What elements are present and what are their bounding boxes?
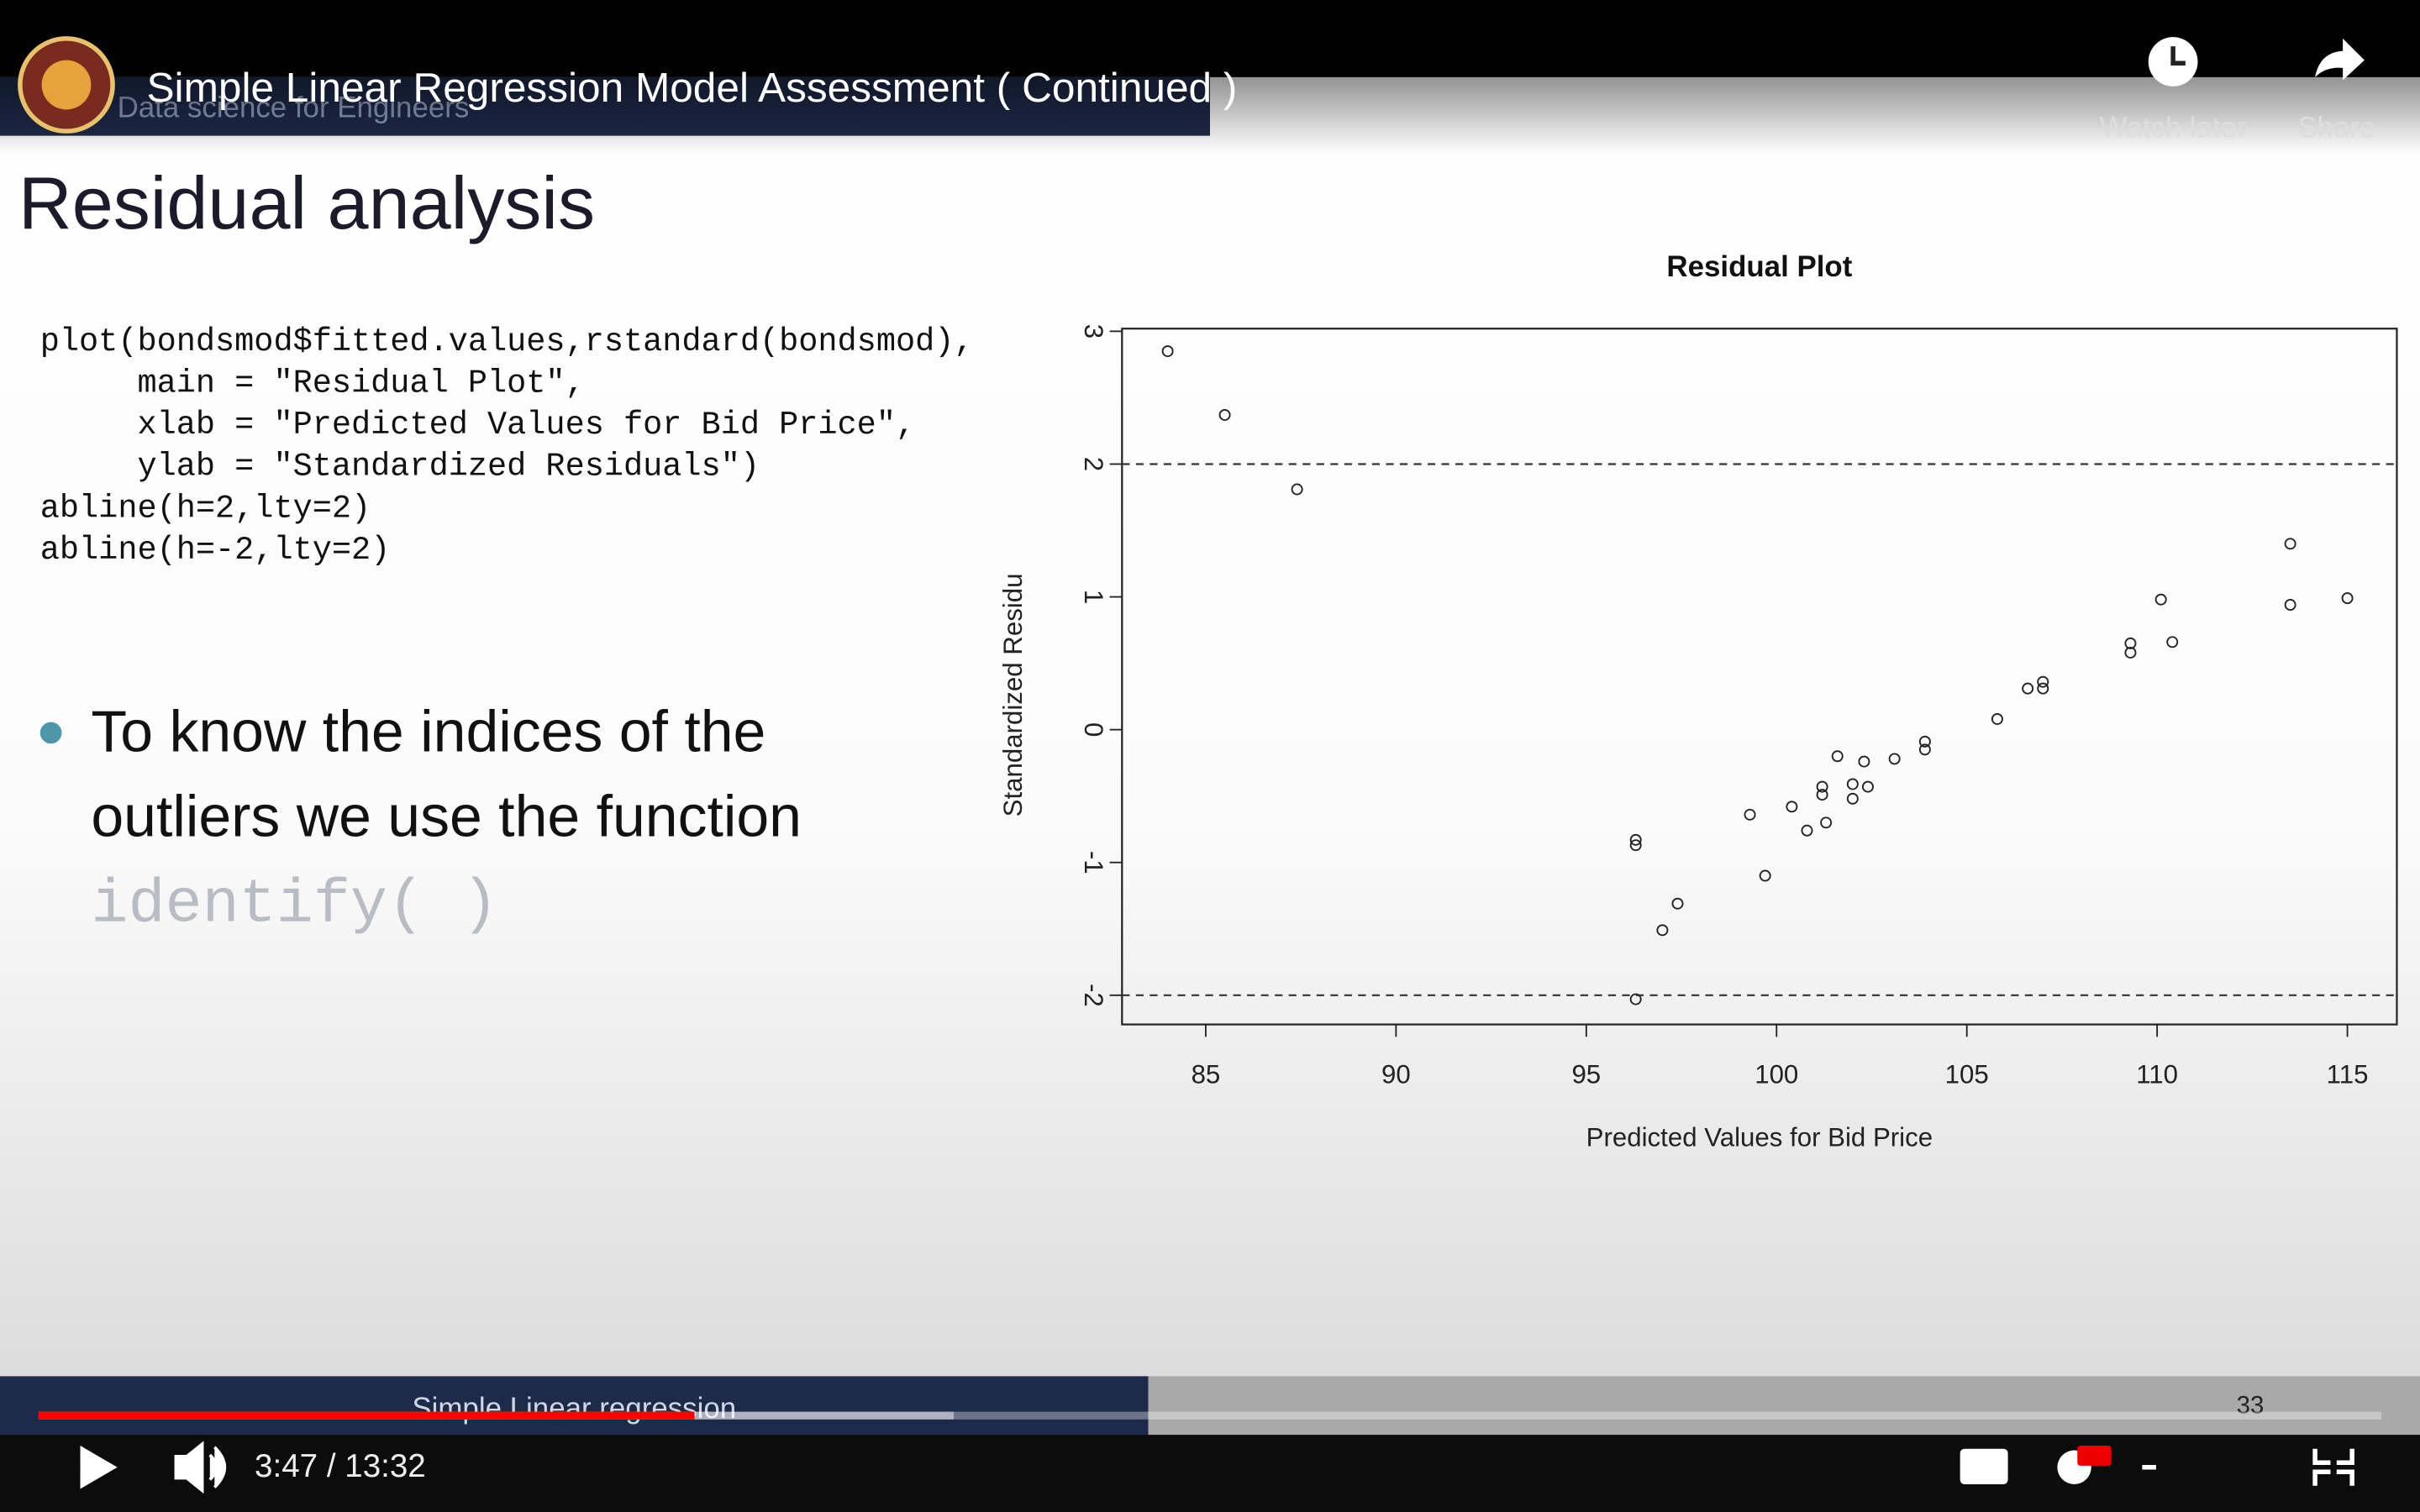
x-tick-label: 95 xyxy=(1571,1059,1601,1089)
data-point xyxy=(2022,682,2034,695)
data-point xyxy=(2284,599,2296,612)
data-point xyxy=(2284,538,2296,550)
y-tick-label: 1 xyxy=(1079,590,1108,604)
data-point xyxy=(1816,789,1828,801)
data-point xyxy=(1629,839,1642,852)
data-point xyxy=(2341,592,2354,605)
code-line: abline(h=-2,lty=2) xyxy=(40,532,391,569)
data-point xyxy=(1291,483,1303,496)
bullet-text: To know the indices of the xyxy=(91,698,765,764)
y-tick-label: -1 xyxy=(1079,851,1108,874)
slide-heading: Residual analysis xyxy=(18,161,595,244)
residual-plot: Residual Plot 85 90 95 100 105 110 115 -2 -1 0 1 2 3 P… xyxy=(998,250,2398,1152)
data-point xyxy=(2124,637,2137,649)
hd-badge xyxy=(2077,1446,2112,1466)
data-point xyxy=(2037,682,2049,695)
data-point xyxy=(1820,816,1833,829)
data-point xyxy=(1656,924,1669,937)
x-axis-label: Predicted Values for Bid Price xyxy=(1586,1123,1933,1152)
time-display: 3:47 / 13:32 xyxy=(255,1448,426,1484)
captions-button[interactable] xyxy=(1960,1448,2008,1484)
function-name: identify( ) xyxy=(91,871,498,941)
slide xyxy=(0,76,2420,1436)
y-tick-label: 3 xyxy=(1079,324,1108,339)
data-point xyxy=(1816,780,1828,793)
y-tick-label: 2 xyxy=(1079,457,1108,471)
data-point xyxy=(1858,755,1870,768)
data-point xyxy=(1759,869,1771,882)
data-point xyxy=(1831,750,1844,763)
data-point xyxy=(1991,713,2003,725)
data-point xyxy=(2124,646,2137,659)
x-tick-label: 90 xyxy=(1381,1059,1411,1089)
data-point xyxy=(1629,993,1642,1005)
data-point xyxy=(1161,345,1174,358)
share-label[interactable]: Share xyxy=(2297,111,2375,144)
data-point xyxy=(1218,409,1231,421)
footer-band-right xyxy=(1148,1376,2420,1436)
code-line: plot(bondsmod$fitted.values,rstandard(bo… xyxy=(40,323,974,360)
data-point xyxy=(1918,735,1931,748)
data-point xyxy=(2166,636,2179,648)
data-point xyxy=(2154,593,2167,606)
data-point xyxy=(1629,833,1642,846)
data-point xyxy=(2037,675,2049,688)
y-axis-label: Standardized Residu xyxy=(998,574,1028,817)
code-line: abline(h=2,lty=2) xyxy=(40,490,371,527)
channel-logo-inner xyxy=(41,60,92,110)
plot-frame xyxy=(1121,328,2398,1026)
fullscreen-button[interactable] xyxy=(2142,1448,2354,1486)
progress-played xyxy=(38,1411,695,1420)
data-point xyxy=(1846,778,1859,790)
x-tick-label: 85 xyxy=(1192,1059,1221,1089)
code-line: xlab = "Predicted Values for Bid Price", xyxy=(40,407,915,444)
play-button[interactable] xyxy=(80,1446,118,1489)
data-point xyxy=(1786,801,1798,813)
x-tick-label: 100 xyxy=(1754,1059,1798,1089)
y-tick-label: -2 xyxy=(1079,984,1108,1007)
x-tick-label: 115 xyxy=(2327,1059,2369,1089)
top-shade xyxy=(0,0,2420,155)
code-line: main = "Residual Plot", xyxy=(40,365,585,402)
clock-hands xyxy=(2170,46,2186,66)
data-point xyxy=(1918,743,1931,756)
x-tick-label: 105 xyxy=(1945,1059,1989,1089)
watch-later-label[interactable]: Watch later xyxy=(2100,111,2247,144)
data-point xyxy=(1888,753,1901,765)
code-line: ylab = "Standardized Residuals") xyxy=(40,449,760,486)
slide-number: 33 xyxy=(2237,1391,2265,1419)
data-point xyxy=(1846,792,1859,805)
volume-button[interactable] xyxy=(174,1441,227,1494)
video-title[interactable]: Simple Linear Regression Model Assessmen… xyxy=(146,64,1237,111)
data-point xyxy=(1861,780,1874,793)
data-point xyxy=(1671,897,1684,910)
data-point xyxy=(1744,808,1756,821)
chart-title: Residual Plot xyxy=(1666,250,1852,283)
progress-track[interactable] xyxy=(38,1411,2382,1420)
bullet-text: outliers we use the function xyxy=(91,784,802,849)
footer-band xyxy=(0,1376,1149,1436)
share-icon[interactable] xyxy=(2315,38,2365,81)
bullet-dot xyxy=(39,722,62,744)
data-point xyxy=(1801,824,1813,837)
slide-footer: Simple Linear regression xyxy=(412,1392,736,1425)
controls xyxy=(0,1435,2420,1512)
x-tick-label: 110 xyxy=(2136,1059,2178,1089)
y-tick-label: 0 xyxy=(1079,722,1108,737)
